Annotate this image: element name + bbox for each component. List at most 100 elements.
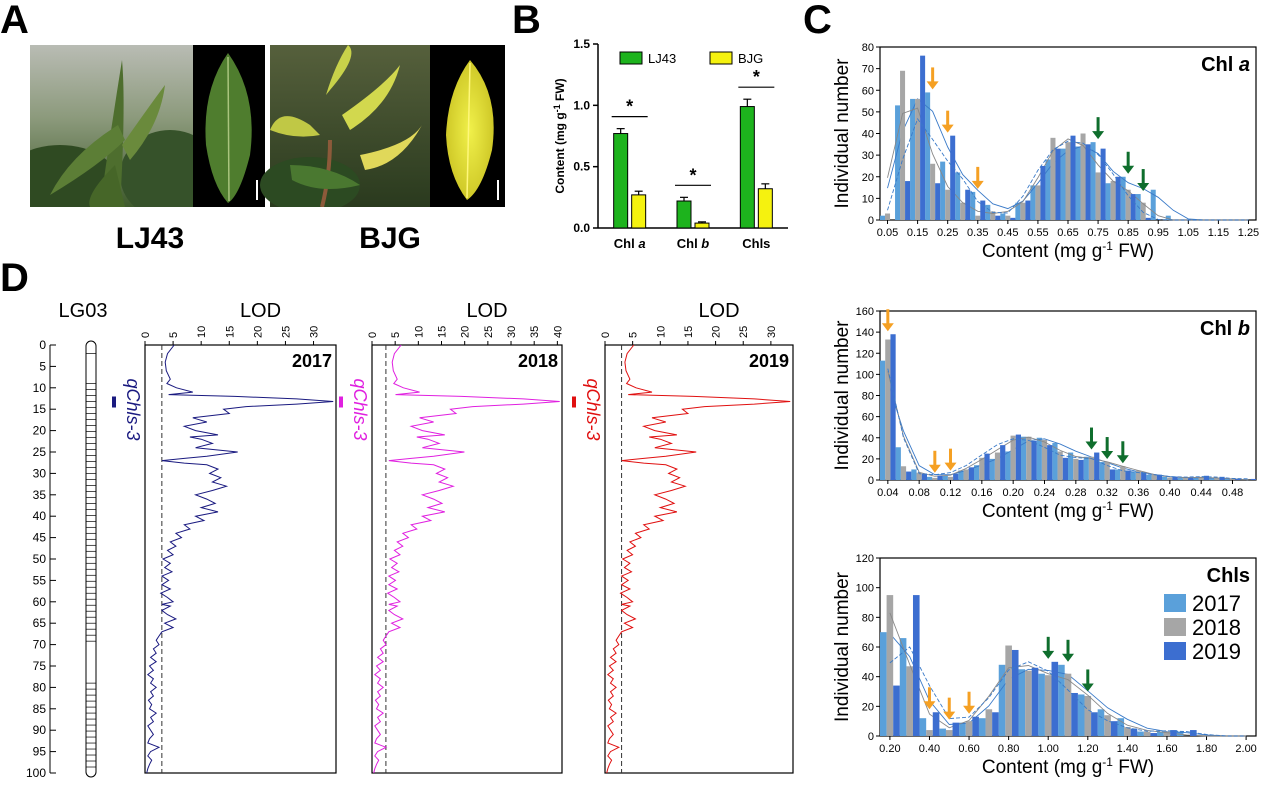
bar-2017 xyxy=(1115,469,1121,480)
bar-2018 xyxy=(1088,456,1095,480)
x-tick-label: 0.75 xyxy=(1087,227,1108,239)
lod-panel-frame xyxy=(144,344,337,774)
y-tick-label: 140 xyxy=(856,327,874,339)
bar-2018 xyxy=(975,215,981,220)
bar-2018 xyxy=(1140,202,1146,220)
bar-2019 xyxy=(1094,452,1100,480)
y-tick-label: 80 xyxy=(862,42,874,54)
bar-2019 xyxy=(968,467,974,480)
legend-swatch-lj43 xyxy=(619,51,643,65)
bar-2019 xyxy=(1055,148,1061,220)
x-tick-label: 1.80 xyxy=(1196,743,1217,755)
bar-2017 xyxy=(1117,718,1125,736)
bar-2018 xyxy=(1151,474,1157,480)
bar-2019 xyxy=(1130,194,1136,220)
bar-2018 xyxy=(1005,215,1011,220)
bar-2017 xyxy=(1075,146,1081,220)
bar-2017 xyxy=(1165,215,1171,220)
bar-lj43 xyxy=(613,133,629,229)
lod-tick-label: 10 xyxy=(655,326,667,338)
legend-label-lj43: LJ43 xyxy=(648,51,676,66)
legend-swatch-2017 xyxy=(1164,594,1186,612)
bar-2019 xyxy=(1250,478,1256,480)
y-tick-label: 60 xyxy=(862,412,874,424)
lod-tick-label: 25 xyxy=(280,326,292,338)
category-text: Chls xyxy=(742,236,770,251)
y-tick-label: 1.5 xyxy=(573,37,590,51)
bar-2019 xyxy=(1172,476,1178,480)
position-label: 90 xyxy=(33,723,47,737)
bar-2017 xyxy=(911,469,917,480)
significance-star: * xyxy=(753,67,760,87)
bar-2018 xyxy=(1124,727,1131,736)
xlabel-part: FW) xyxy=(1113,241,1154,262)
x-category-label: Chls xyxy=(742,236,770,251)
x-tick-label: 0.08 xyxy=(908,487,929,499)
y-tick-label: 40 xyxy=(862,129,874,141)
bar-2017 xyxy=(1105,183,1111,220)
bar-2018 xyxy=(1005,645,1012,736)
photo-bjg-plant xyxy=(260,45,430,207)
y-tick-label: 20 xyxy=(862,172,874,184)
xlabel-sup: -1 xyxy=(1102,239,1113,253)
bar-2017 xyxy=(895,447,901,480)
panel-letter-c: C xyxy=(803,0,832,42)
green-arrow-head xyxy=(1122,165,1135,174)
photo-panel-a xyxy=(30,45,505,207)
x-tick-label: 0.45 xyxy=(997,227,1018,239)
bar-2019 xyxy=(1190,730,1197,736)
green-arrow-head xyxy=(1116,455,1129,464)
qtl-label-2017: qChls-3 xyxy=(123,378,143,440)
x-tick-label: 2.00 xyxy=(1235,743,1256,755)
bar-2019 xyxy=(1085,144,1091,220)
y-tick-label: 0 xyxy=(868,475,874,487)
bar-2018 xyxy=(994,452,1001,480)
lod-tick-label: 25 xyxy=(738,326,750,338)
position-label: 15 xyxy=(33,402,47,416)
bar-2017 xyxy=(1099,462,1105,480)
position-label: 55 xyxy=(33,573,47,587)
green-arrow-head xyxy=(1137,183,1150,192)
panel-title: Chl b xyxy=(1200,318,1250,340)
lod-curve-2018 xyxy=(373,344,560,774)
bar-2018 xyxy=(1084,695,1092,736)
lod-tick-label: 10 xyxy=(413,326,425,338)
bar-2018 xyxy=(932,477,938,480)
bar-2017 xyxy=(1162,476,1168,480)
y-tick-label: 120 xyxy=(856,553,874,565)
category-italic: a xyxy=(638,236,645,251)
significance-star: * xyxy=(689,165,696,185)
position-label: 85 xyxy=(33,702,47,716)
x-tick-label: 0.04 xyxy=(877,487,898,499)
bar-2018 xyxy=(990,211,996,220)
orange-arrow-head xyxy=(941,124,954,133)
x-tick-label: 0.40 xyxy=(919,743,940,755)
bar-2019 xyxy=(1188,477,1194,480)
y-tick-label: 40 xyxy=(862,672,874,684)
bar-2018 xyxy=(906,666,913,736)
bar-2019 xyxy=(992,712,999,736)
bar-lj43 xyxy=(676,200,692,229)
lod-axis-title: LOD xyxy=(698,300,739,322)
bar-2018 xyxy=(979,457,985,480)
lod-tick-label: 15 xyxy=(683,326,695,338)
bar-2017 xyxy=(1157,731,1164,736)
lod-tick-label: 5 xyxy=(628,332,640,338)
bar-2018 xyxy=(916,472,922,480)
lod-tick-label: 0 xyxy=(600,332,612,338)
trend-curve-2018 xyxy=(887,371,1249,481)
bar-2017 xyxy=(1097,709,1105,736)
y-axis-label: Individual number xyxy=(832,320,853,471)
category-italic: b xyxy=(701,236,709,251)
y-tick-label: 0.0 xyxy=(573,221,590,235)
label-bjg: BJG xyxy=(359,222,421,255)
y-tick-label: 80 xyxy=(862,612,874,624)
panel-title: Chls xyxy=(1207,565,1250,587)
bar-2018 xyxy=(885,339,891,480)
x-tick-label: 0.48 xyxy=(1222,487,1243,499)
y-tick-label: 160 xyxy=(856,306,874,318)
bar-2017 xyxy=(880,632,887,736)
bar-2018 xyxy=(1104,462,1110,480)
bar-2019 xyxy=(932,712,940,736)
